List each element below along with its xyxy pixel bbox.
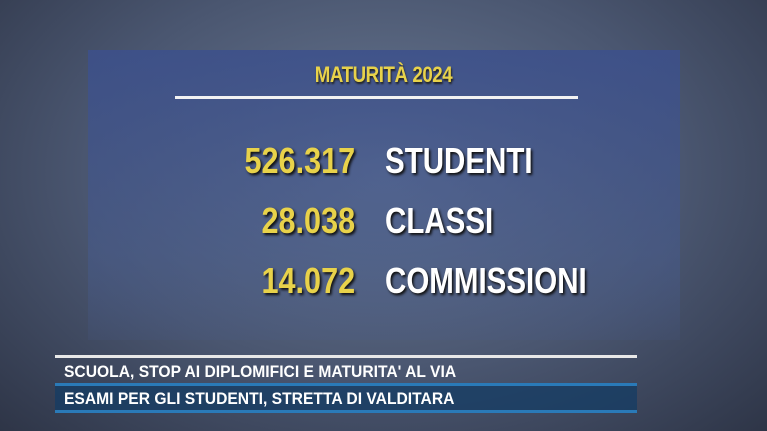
title-divider <box>175 96 578 99</box>
stat-row: 14.072 COMMISSIONI <box>0 260 767 301</box>
ticker-text-1: SCUOLA, STOP AI DIPLOMIFICI E MATURITA' … <box>64 362 457 381</box>
stat-value: 14.072 <box>261 260 355 301</box>
graphic-title: MATURITÀ 2024 <box>314 62 453 87</box>
stat-value: 28.038 <box>261 200 355 241</box>
stat-row: 28.038 CLASSI <box>0 200 767 241</box>
stat-value: 526.317 <box>244 140 355 181</box>
stat-label: CLASSI <box>385 200 494 241</box>
ticker-bar <box>55 383 637 386</box>
ticker-text-2: ESAMI PER GLI STUDENTI, STRETTA DI VALDI… <box>64 389 455 408</box>
ticker-line-1: SCUOLA, STOP AI DIPLOMIFICI E MATURITA' … <box>55 359 637 385</box>
stat-row: 526.317 STUDENTI <box>0 140 767 181</box>
ticker-line-2: ESAMI PER GLI STUDENTI, STRETTA DI VALDI… <box>55 386 637 412</box>
stat-label: COMMISSIONI <box>385 260 587 301</box>
ticker-divider <box>55 355 637 358</box>
ticker-bar <box>55 410 637 413</box>
stat-label: STUDENTI <box>385 140 533 181</box>
